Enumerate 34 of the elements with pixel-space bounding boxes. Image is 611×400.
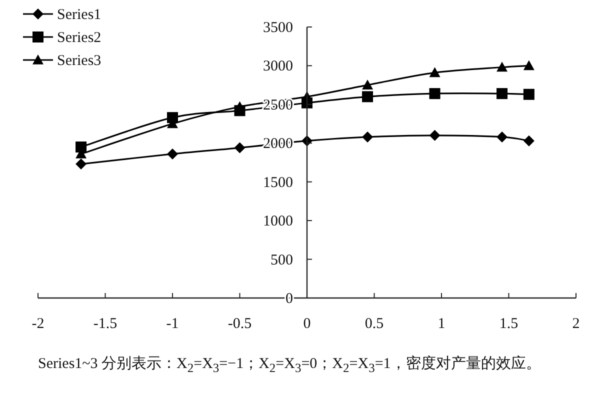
point [496,131,508,142]
x-tick-label: 0.5 [364,316,384,332]
x-tick-label: 1 [438,316,446,332]
point [429,88,440,100]
x-tick-label: -1.5 [93,316,118,332]
point [362,91,374,102]
point [76,142,87,153]
point [362,131,374,142]
point [496,62,508,72]
point [523,135,534,146]
y-tick-label: 500 [270,252,293,268]
point [234,142,246,154]
point [523,60,534,70]
y-tick-label: 3000 [263,58,293,75]
y-tick-label: 1500 [263,174,293,191]
x-tick-label: -1 [166,316,179,332]
x-tick-label: 1.5 [499,316,518,332]
point [167,148,178,160]
point [362,80,374,90]
point [496,88,508,100]
point [429,67,440,78]
legend-label: Series2 [57,30,102,46]
y-tick-label: 1000 [263,214,293,230]
y-tick-label: 3500 [263,20,293,36]
point [76,158,87,170]
x-tick-label: 0 [303,316,311,332]
x-tick-label: -2 [32,316,44,332]
x-tick-label: -0.5 [228,316,252,332]
point [429,130,440,141]
x-tick-label: 2 [572,316,580,332]
legend-label: Series3 [57,53,102,69]
point [523,88,534,100]
text: Series1~3 分别表示：X$_{2}$=X$_{3}$=−1；X$_{2}$=X$_{3}$=0；X$_{2}$=X$_{3}$=1，密度对产量的效应。 [38,356,541,375]
legend-label: Series1 [57,7,102,23]
